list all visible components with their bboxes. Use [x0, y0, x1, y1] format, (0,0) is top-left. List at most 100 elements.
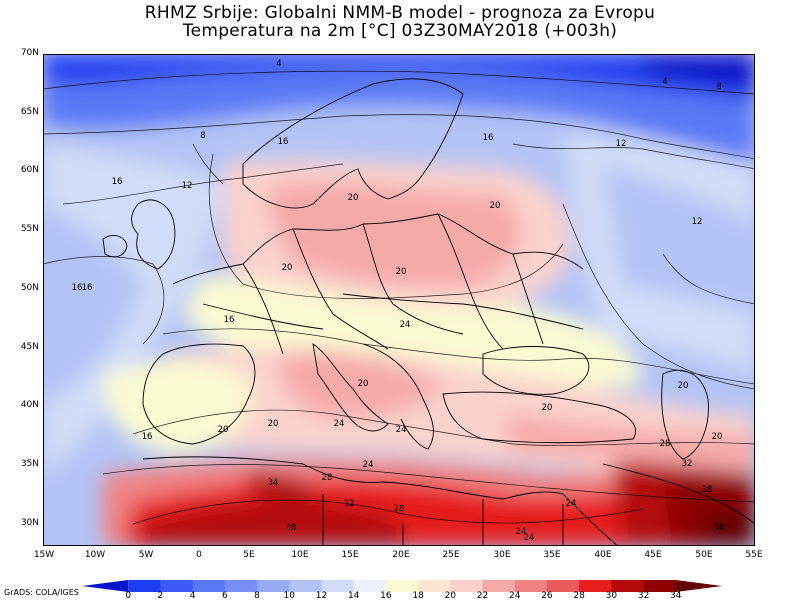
- lat-label: 70N: [20, 48, 39, 58]
- contour-label: 24: [566, 499, 577, 509]
- lon-label: 5E: [243, 550, 255, 560]
- contour-label: 20: [218, 425, 229, 435]
- colorbar-swatch: [257, 580, 290, 592]
- colorbar-swatch: [611, 580, 645, 592]
- contour-label: 16: [483, 133, 494, 143]
- colorbar-swatch: [82, 580, 129, 592]
- colorbar-label: 20: [444, 591, 457, 601]
- colorbar-label: 26: [541, 591, 553, 601]
- title-line-1: RHMZ Srbije: Globalni NMM-B model - prog…: [144, 3, 656, 23]
- contour-label: 16: [112, 177, 123, 187]
- colorbar-swatch: [224, 580, 258, 592]
- contour-label: 24: [516, 527, 527, 537]
- lon-label: 5W: [138, 550, 154, 560]
- colorbar-swatch: [192, 580, 226, 592]
- colorbar-label: 22: [476, 591, 489, 601]
- contour-label: 20: [268, 419, 279, 429]
- lon-label: 40E: [594, 550, 612, 560]
- lon-label: 20E: [392, 550, 410, 560]
- colorbar-swatch: [353, 580, 387, 592]
- contour-label: 28: [660, 439, 671, 449]
- lat-label: 60N: [20, 165, 39, 175]
- lon-label: 0: [196, 550, 202, 560]
- lat-label: 50N: [20, 283, 39, 293]
- colorbar-swatch: [675, 580, 722, 592]
- colorbar-label: 30: [605, 591, 618, 601]
- contour-label: 24: [400, 320, 411, 330]
- lon-label: 15W: [33, 550, 55, 560]
- colorbar-label: 8: [254, 591, 260, 601]
- contour-label: 20: [490, 201, 501, 211]
- colorbar-label: 10: [283, 591, 295, 601]
- colorbar-label: 6: [221, 591, 228, 601]
- contour-label: 24: [524, 533, 535, 543]
- lon-label: 10E: [291, 550, 309, 560]
- contour-label: 4: [276, 59, 281, 69]
- colorbar-label: 14: [347, 591, 360, 601]
- contour-label: 38: [702, 485, 713, 495]
- contour-label: 32: [682, 459, 693, 469]
- contour-label: 36: [714, 523, 725, 533]
- lat-label: 30N: [20, 518, 39, 528]
- contour-label: 32: [344, 499, 355, 509]
- colorbar-label: 0: [125, 591, 132, 601]
- lat-label: 65N: [20, 107, 39, 117]
- colorbar-swatch: [482, 580, 516, 592]
- colorbar-swatch: [289, 580, 322, 592]
- colorbar-swatch: [546, 580, 580, 592]
- lat-label: 35N: [20, 459, 39, 469]
- contour-label: 24: [363, 460, 374, 470]
- colorbar-swatch: [385, 580, 419, 592]
- colorbar-swatch: [160, 580, 194, 592]
- colorbar-swatch: [128, 580, 161, 592]
- colorbar-swatch: [321, 580, 355, 592]
- lon-label: 45E: [644, 550, 662, 560]
- contour-label: 16: [224, 315, 235, 325]
- colorbar-label: 16: [380, 591, 392, 601]
- lon-label: 35E: [543, 550, 561, 560]
- contour-label: 36: [286, 523, 297, 533]
- contour-label: 12: [182, 181, 193, 191]
- contour-label: 8: [200, 131, 205, 141]
- colorbar-label: 2: [157, 591, 164, 601]
- contour-label: 20: [282, 263, 293, 273]
- contour-label: 16: [72, 283, 83, 293]
- contour-label: 20: [542, 403, 553, 413]
- contour-label: 20: [712, 432, 723, 442]
- lat-label: 45N: [20, 342, 39, 352]
- contour-label: 20: [678, 381, 689, 391]
- colorbar: [82, 580, 722, 592]
- colorbar-label: 18: [412, 591, 424, 601]
- contour-label: 20: [396, 267, 407, 277]
- contour-label: 4: [662, 77, 667, 87]
- colorbar-swatch: [450, 580, 484, 592]
- map-border: [43, 54, 755, 546]
- lon-label: 25E: [442, 550, 460, 560]
- contour-label: 12: [616, 139, 627, 149]
- lat-label: 40N: [20, 400, 39, 410]
- contour-label: 20: [358, 379, 369, 389]
- title-line-2: Temperatura na 2m [°C] 03Z30MAY2018 (+00…: [182, 21, 618, 41]
- lat-label: 55N: [20, 224, 39, 234]
- colorbar-label: 28: [573, 591, 585, 601]
- contour-label: 8: [716, 82, 721, 92]
- contour-label: 16: [82, 283, 93, 293]
- lon-label: 50E: [695, 550, 713, 560]
- contour-label: 20: [348, 193, 359, 203]
- contour-label: 28: [394, 504, 405, 514]
- lon-label: 55E: [745, 550, 763, 560]
- colorbar-label: 24: [509, 591, 521, 601]
- colorbar-swatch: [514, 580, 548, 592]
- colorbar-swatch: [579, 580, 612, 592]
- lon-label: 10W: [84, 550, 106, 560]
- colorbar-label: 32: [637, 591, 650, 601]
- contour-label: 24: [396, 425, 407, 435]
- contour-label: 12: [692, 217, 703, 227]
- colorbar-label: 34: [670, 591, 682, 601]
- credit-text: GrADS: COLA/IGES: [4, 588, 79, 597]
- contour-label: 16: [142, 432, 153, 442]
- colorbar-label: 12: [315, 591, 328, 601]
- contour-label: 16: [278, 137, 289, 147]
- contour-label: 24: [334, 419, 345, 429]
